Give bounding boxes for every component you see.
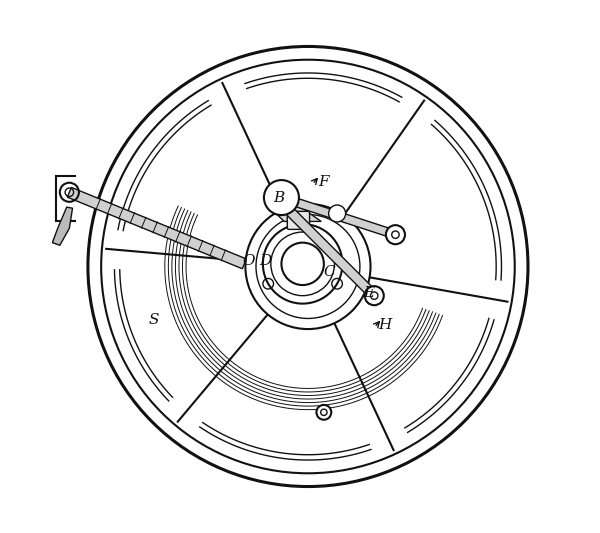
Polygon shape [266,203,321,221]
Circle shape [264,180,299,215]
Circle shape [386,225,405,244]
Text: D: D [259,254,272,268]
Text: B: B [273,191,284,205]
Text: H: H [378,318,391,332]
Polygon shape [67,188,247,269]
Text: S: S [149,312,160,327]
Circle shape [365,286,384,305]
Polygon shape [280,193,397,239]
Circle shape [316,405,331,419]
Polygon shape [52,207,73,245]
Text: C: C [323,265,335,279]
Polygon shape [278,199,377,299]
Text: F: F [319,175,329,189]
Text: O: O [243,254,256,268]
FancyBboxPatch shape [287,212,310,229]
Circle shape [329,205,346,222]
Text: E: E [364,286,374,300]
